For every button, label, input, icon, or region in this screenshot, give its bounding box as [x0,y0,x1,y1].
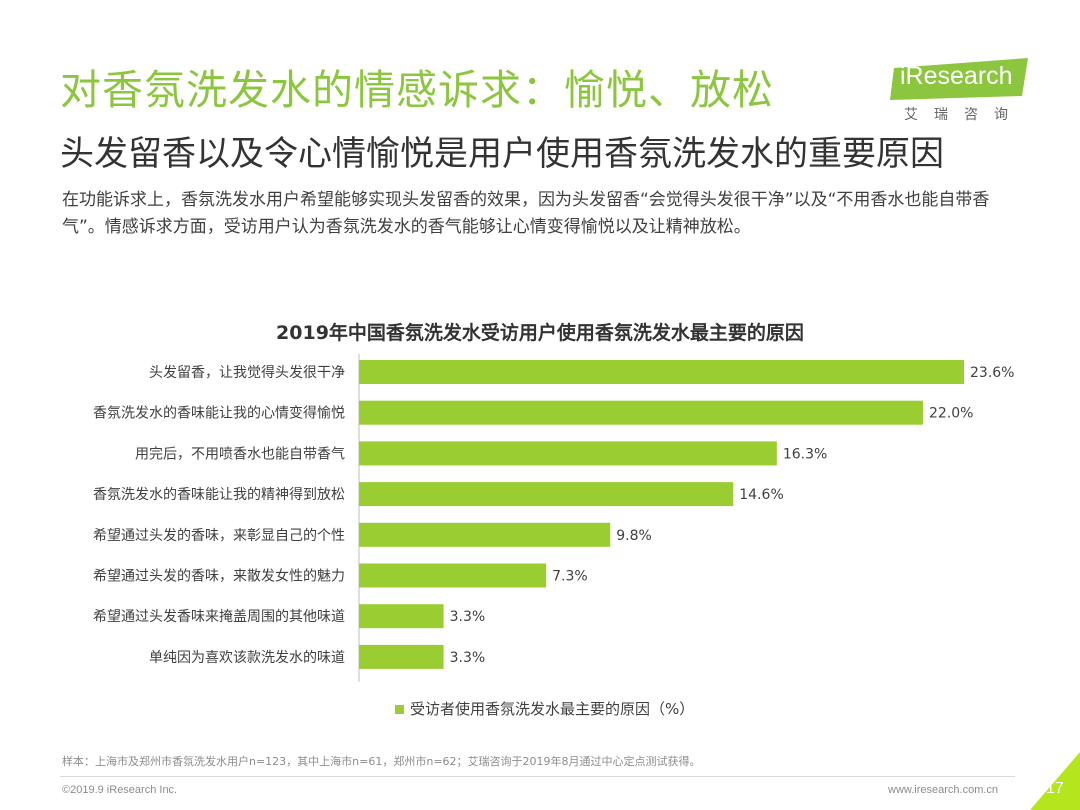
category-label: 希望通过头发香味来掩盖周围的其他味道 [93,609,345,625]
page-corner-icon [1030,752,1080,810]
bar [359,563,547,588]
value-label: 3.3% [450,609,486,625]
value-label: 16.3% [783,446,827,462]
value-label: 23.6% [970,365,1014,381]
page-number: 17 [1046,780,1064,797]
category-label: 单纯因为喜欢该款洗发水的味道 [149,650,345,666]
category-label: 香氛洗发水的香味能让我的心情变得愉悦 [93,405,345,422]
category-label: 头发留香，让我觉得头发很干净 [149,364,345,381]
bar [359,400,923,425]
category-label: 用完后，不用喷香水也能自带香气 [135,446,345,462]
category-label: 希望通过头发的香味，来散发女性的魅力 [93,568,345,585]
value-label: 14.6% [739,487,783,503]
footer-divider [60,776,1015,777]
category-label: 香氛洗发水的香味能让我的精神得到放松 [93,486,345,503]
bar [359,604,444,629]
bar [359,522,611,547]
page-subtitle: 头发留香以及令心情愉悦是用户使用香氛洗发水的重要原因 [60,134,944,174]
bar [359,441,777,466]
iresearch-logo: iResearch 艾瑞咨询 [890,58,1040,128]
value-label: 3.3% [450,650,486,666]
bar [359,644,444,669]
chart-title: 2019年中国香氛洗发水受访用户使用香氛洗发水最主要的原因 [276,322,804,344]
logo-text: iResearch [900,62,1013,90]
bar [359,482,734,507]
logo-cn-text: 艾瑞咨询 [904,107,1024,123]
legend-label: 受访者使用香氛洗发水最主要的原因（%） [410,700,695,718]
bar [359,360,964,384]
page-title: 对香氛洗发水的情感诉求：愉悦、放松 [60,66,774,114]
website-url[interactable]: www.iresearch.com.cn [888,784,999,796]
logo-badge-icon [890,58,1028,100]
description-text: 在功能诉求上，香氛洗发水用户希望能够实现头发留香的效果，因为头发留香“会觉得头发… [62,190,990,237]
copyright-text: ©2019.9 iResearch Inc. [62,784,178,796]
chart-legend: 受访者使用香氛洗发水最主要的原因（%） [395,698,694,719]
category-label: 希望通过头发的香味，来彰显自己的个性 [93,527,345,544]
value-label: 7.3% [552,569,588,585]
value-label: 9.8% [616,528,652,544]
sample-note: 样本：上海市及郑州市香氛洗发水用户n=123，其中上海市n=61，郑州市n=62… [62,755,701,768]
value-label: 22.0% [929,406,973,422]
legend-swatch [395,705,404,714]
